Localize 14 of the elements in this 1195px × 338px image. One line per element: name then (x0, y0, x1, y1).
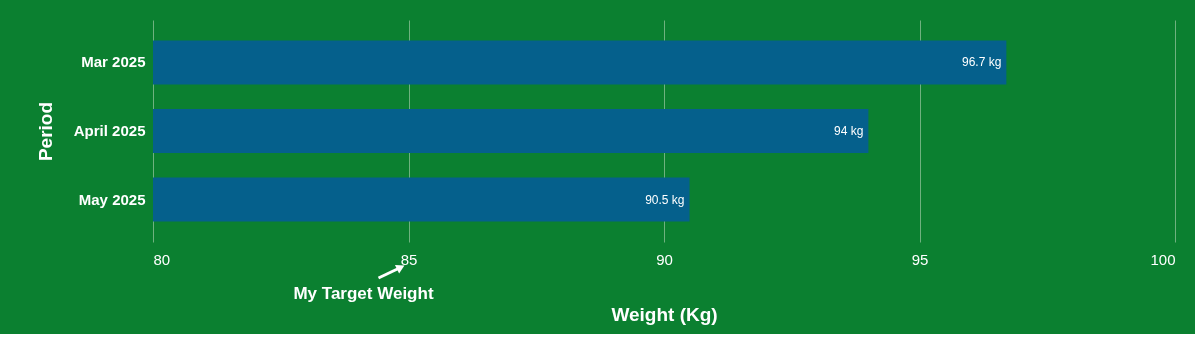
x-axis-title: Weight (Kg) (611, 303, 718, 325)
data-label: 96.7 kg (961, 55, 1002, 70)
x-tick-label: 100 (1150, 250, 1176, 268)
x-tick-label: 85 (400, 250, 418, 268)
data-label: 90.5 kg (645, 192, 685, 207)
y-tick-label: Mar 2025 (81, 53, 146, 71)
text: My Target Weight (293, 284, 434, 303)
x-tick-label: 90 (656, 250, 673, 268)
y-tick-label: April 2025 (73, 122, 146, 139)
x-tick-label: 80 (153, 250, 171, 268)
data-label: 94 kg (834, 124, 864, 138)
y-tick-label: May 2025 (78, 190, 146, 208)
x-tick-label: 95 (911, 250, 929, 268)
y-axis-title: Period (34, 101, 56, 162)
